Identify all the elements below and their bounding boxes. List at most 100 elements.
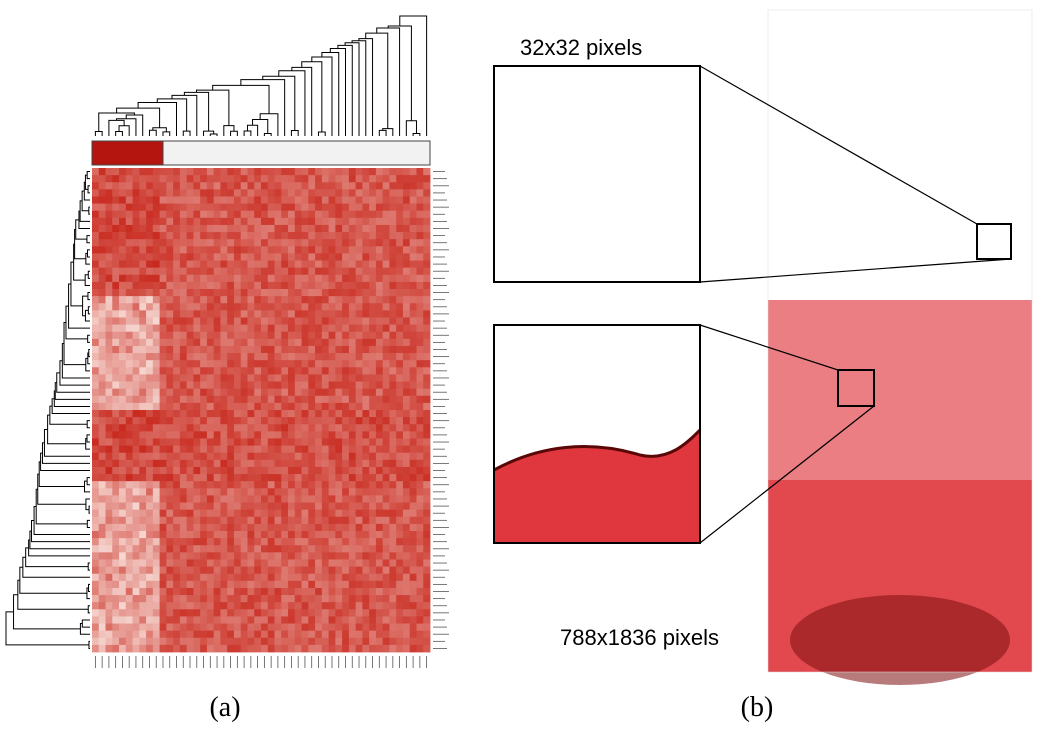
heatmap-cell xyxy=(146,488,154,496)
heatmap-cell xyxy=(152,360,160,368)
heatmap-cell xyxy=(362,317,370,325)
heatmap-cell xyxy=(119,538,127,546)
heatmap-cell xyxy=(98,438,106,446)
heatmap-cell xyxy=(146,196,154,204)
heatmap-cell xyxy=(321,267,329,276)
heatmap-cell xyxy=(328,338,336,347)
heatmap-cell xyxy=(294,267,302,276)
heatmap-cell xyxy=(369,474,377,482)
heatmap-cell xyxy=(389,388,397,397)
heatmap-cell xyxy=(240,388,248,397)
heatmap-cell xyxy=(274,602,282,610)
heatmap-cell xyxy=(335,402,343,411)
heatmap-cell xyxy=(342,303,350,311)
heatmap-cell xyxy=(294,431,302,439)
heatmap-cell xyxy=(267,345,275,354)
heatmap-cell xyxy=(105,203,113,212)
heatmap-cell xyxy=(328,481,336,489)
heatmap-cell xyxy=(179,353,188,361)
heatmap-cell xyxy=(423,602,431,610)
heatmap-cell xyxy=(308,595,316,603)
heatmap-cell xyxy=(166,502,174,511)
heatmap-cell xyxy=(402,402,411,411)
heatmap-cell xyxy=(112,281,120,290)
heatmap-cell xyxy=(308,345,316,354)
heatmap-cell xyxy=(267,474,275,482)
heatmap-cell xyxy=(396,324,404,333)
heatmap-cell xyxy=(362,210,370,219)
heatmap-cell xyxy=(152,345,160,354)
heatmap-cell xyxy=(348,338,357,347)
heatmap-cell xyxy=(247,566,255,575)
heatmap-cell xyxy=(159,360,167,368)
heatmap-cell xyxy=(402,367,411,375)
heatmap-cell xyxy=(92,360,100,368)
heatmap-cell xyxy=(261,388,269,397)
heatmap-cell xyxy=(315,573,323,582)
heatmap-cell xyxy=(402,360,411,368)
heatmap-cell xyxy=(288,168,296,176)
heatmap-cell xyxy=(416,217,424,226)
heatmap-cell xyxy=(125,602,133,610)
heatmap-cell xyxy=(308,395,316,404)
heatmap-cell xyxy=(146,516,154,525)
heatmap-cell xyxy=(173,431,181,439)
heatmap-cell xyxy=(112,545,120,553)
heatmap-cell xyxy=(206,630,215,639)
dendrogram-link xyxy=(137,102,177,136)
heatmap-cell xyxy=(409,182,417,190)
heatmap-cell xyxy=(152,545,160,553)
heatmap-cell xyxy=(247,502,255,511)
heatmap-cell xyxy=(335,289,343,297)
heatmap-cell xyxy=(119,296,127,304)
heatmap-cell xyxy=(375,580,384,589)
heatmap-cell xyxy=(132,274,140,283)
heatmap-cell xyxy=(369,253,377,261)
heatmap-cell xyxy=(328,502,336,511)
heatmap-cell xyxy=(200,495,208,503)
heatmap-cell xyxy=(254,410,262,418)
heatmap-cell xyxy=(396,217,404,226)
image-size-label: 788x1836 pixels xyxy=(560,625,719,650)
heatmap-cell xyxy=(375,587,384,596)
heatmap-cell xyxy=(409,595,417,603)
heatmap-cell xyxy=(288,410,296,418)
heatmap-cell xyxy=(402,281,411,290)
heatmap-cell xyxy=(362,516,370,525)
heatmap-cell xyxy=(402,310,411,318)
heatmap-cell xyxy=(105,474,113,482)
heatmap-cell xyxy=(132,481,140,489)
heatmap-cell xyxy=(132,417,140,425)
heatmap-cell xyxy=(247,424,255,432)
heatmap-cell xyxy=(146,182,154,190)
heatmap-cell xyxy=(173,281,181,290)
dendrogram-link xyxy=(162,131,171,136)
heatmap-cell xyxy=(294,609,302,617)
heatmap-cell xyxy=(288,232,296,240)
heatmap-cell xyxy=(342,644,350,653)
heatmap-cell xyxy=(200,545,208,553)
heatmap-cell xyxy=(294,587,302,596)
heatmap-cell xyxy=(274,509,282,518)
heatmap-cell xyxy=(294,424,302,432)
heatmap-cell xyxy=(233,317,242,325)
heatmap-cell xyxy=(315,239,323,247)
heatmap-cell xyxy=(288,602,296,610)
heatmap-cell xyxy=(98,595,106,603)
heatmap-cell xyxy=(342,395,350,404)
heatmap-cell xyxy=(335,331,343,340)
heatmap-cell xyxy=(227,395,235,404)
heatmap-cell xyxy=(402,587,411,596)
heatmap-cell xyxy=(213,210,221,219)
heatmap-cell xyxy=(132,573,140,582)
heatmap-cell xyxy=(396,296,404,304)
heatmap-cell xyxy=(132,587,140,596)
heatmap-cell xyxy=(342,466,350,475)
heatmap-cell xyxy=(335,353,343,361)
heatmap-cell xyxy=(119,360,127,368)
heatmap-cell xyxy=(423,217,431,226)
heatmap-cell xyxy=(409,637,417,646)
heatmap-cell xyxy=(186,217,194,226)
heatmap-cell xyxy=(227,552,235,560)
heatmap-cell xyxy=(152,417,160,425)
